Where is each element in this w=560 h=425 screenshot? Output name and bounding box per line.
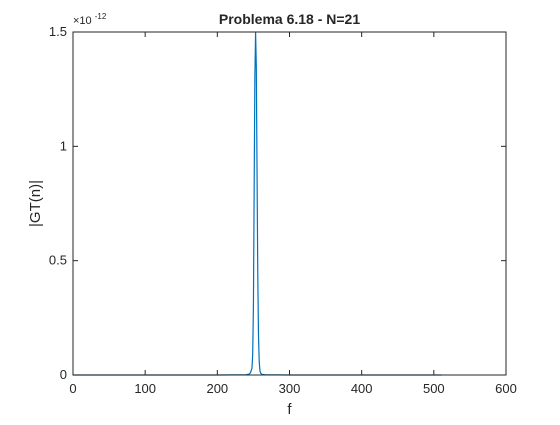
x-tick-label: 300 [279, 381, 301, 396]
chart-title: Problema 6.18 - N=21 [219, 11, 360, 27]
plot-area [73, 32, 506, 375]
axes-box [72, 31, 507, 376]
y-tick-label: 1.5 [49, 24, 67, 39]
x-tick-label: 100 [134, 381, 156, 396]
ticks-layer: 0 100 200 300 400 500 600 0 0.5 1 1.5 [49, 24, 517, 396]
x-tick-label: 200 [206, 381, 228, 396]
x-tick-label: 0 [69, 381, 76, 396]
y-tick-label: 0.5 [49, 253, 67, 268]
exponent-base: ×10 [73, 15, 92, 27]
y-axis-label: |GT(n)| [27, 180, 44, 227]
x-tick-label: 500 [423, 381, 445, 396]
y-tick-label: 1 [60, 138, 67, 153]
x-axis-label: f [287, 401, 292, 418]
y-axis-exponent: ×10 -12 [73, 12, 107, 27]
x-tick-label: 600 [495, 381, 517, 396]
exponent-power: -12 [95, 12, 107, 21]
x-tick-label: 400 [351, 381, 373, 396]
y-tick-label: 0 [60, 367, 67, 382]
